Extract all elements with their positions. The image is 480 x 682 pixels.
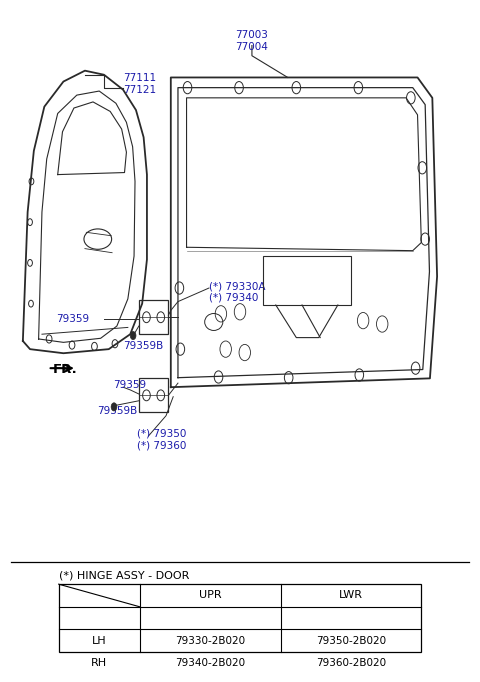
Text: UPR: UPR <box>199 591 221 600</box>
Text: 79360-2B020: 79360-2B020 <box>316 658 386 668</box>
Text: 79359B: 79359B <box>123 341 163 351</box>
Bar <box>263 256 351 305</box>
Text: LWR: LWR <box>339 591 363 600</box>
Text: (*) 79330A
(*) 79340: (*) 79330A (*) 79340 <box>209 281 265 303</box>
Text: FR.: FR. <box>53 363 78 376</box>
Text: (*) HINGE ASSY - DOOR: (*) HINGE ASSY - DOOR <box>59 570 189 580</box>
Text: 79359B: 79359B <box>97 406 137 416</box>
Text: 77111
77121: 77111 77121 <box>123 74 156 95</box>
Text: 79340-2B020: 79340-2B020 <box>175 658 245 668</box>
Text: 79330-2B020: 79330-2B020 <box>175 636 245 646</box>
Bar <box>139 379 168 413</box>
Circle shape <box>111 403 117 411</box>
Text: 79350-2B020: 79350-2B020 <box>316 636 386 646</box>
Text: LH: LH <box>92 636 107 646</box>
Text: 79359: 79359 <box>114 380 147 390</box>
Bar <box>59 584 421 652</box>
Bar <box>139 300 168 334</box>
Text: 77003
77004: 77003 77004 <box>236 30 268 52</box>
Circle shape <box>130 331 136 340</box>
Text: (*) 79350
(*) 79360: (*) 79350 (*) 79360 <box>137 429 187 450</box>
Text: RH: RH <box>91 658 108 668</box>
Text: 79359: 79359 <box>57 314 90 324</box>
